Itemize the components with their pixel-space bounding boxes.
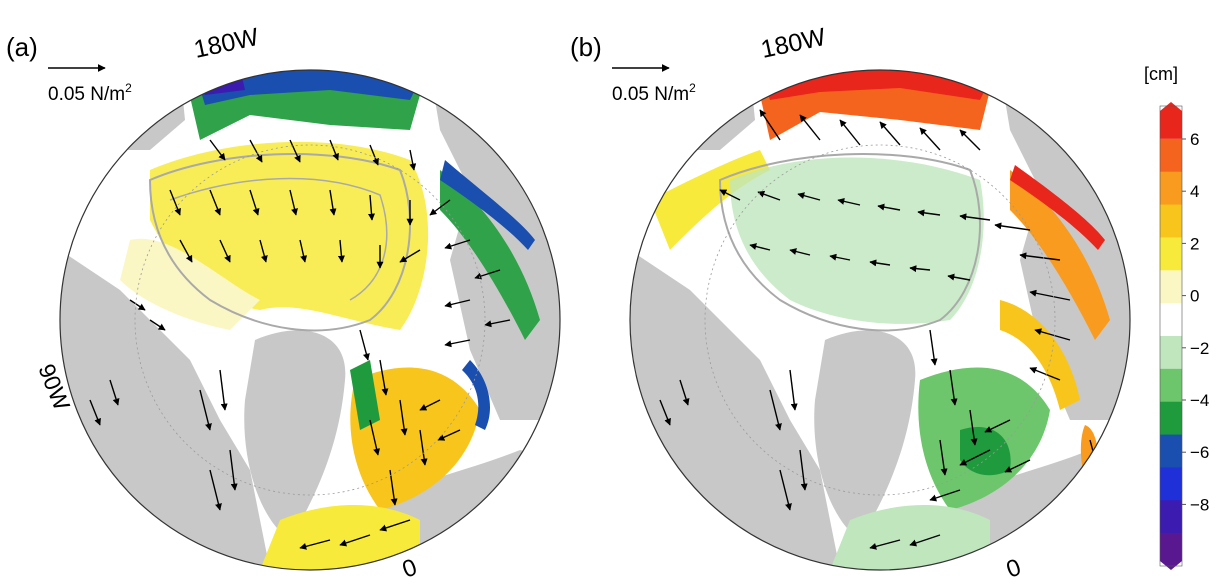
colorbar-tick-label: 6: [1190, 130, 1199, 149]
colorbar-segment: [1160, 467, 1182, 501]
lon-label-0-b: 0: [1003, 554, 1025, 584]
panel-a: (a) 0.05 N/m2 180W 90W 0: [6, 23, 561, 584]
colorbar-segment: [1160, 303, 1182, 337]
field-bottom-a: [260, 505, 420, 570]
colorbar-segments: [1159, 102, 1183, 570]
colorbar-tick-label: 4: [1190, 182, 1199, 201]
field-red-right-b: [1010, 165, 1105, 250]
land-greenland-b: [814, 330, 916, 540]
field-blue-right-a: [440, 160, 535, 250]
field-yellow-right-b: [1000, 300, 1080, 410]
field-orange-right-b: [1010, 170, 1110, 340]
colorbar-segment: [1160, 434, 1182, 468]
lon-label-0-a: 0: [399, 554, 421, 584]
colorbar-segment: [1160, 171, 1182, 206]
colorbar-tick-label: −4: [1190, 391, 1209, 410]
arrows-b: [659, 109, 1100, 550]
colorbar-segment: [1160, 500, 1182, 534]
colorbar-segment: [1160, 401, 1182, 436]
colorbar-ticks: 6 4 2 0 −2 −4 −6 −8: [1182, 130, 1209, 514]
colorbar-segment: [1160, 204, 1182, 238]
lon-label-180w-b: 180W: [758, 23, 828, 64]
colorbar-tick-label: 2: [1190, 234, 1199, 253]
lon-label-180w-a: 180W: [191, 23, 261, 64]
bathymetry-contour-a2: [169, 177, 388, 301]
colorbar-segment: [1160, 368, 1182, 403]
scale-label-a: 0.05 N/m2: [48, 81, 132, 105]
colorbar-segment: [1160, 237, 1182, 271]
land-greenland-a: [244, 330, 346, 540]
colorbar-segment: [1160, 270, 1182, 304]
colorbar-tick-label: −2: [1190, 339, 1209, 358]
bathymetry-contour-b: [718, 153, 981, 332]
field-lightgreen-b: [730, 157, 984, 324]
panel-b-map: [630, 70, 1130, 570]
colorbar: [cm] 6 4 2 0 −2 −4 −6 −8: [1144, 64, 1209, 570]
field-blue-east-a: [462, 360, 490, 430]
field-green-right-a: [440, 170, 540, 340]
colorbar-segment: [1160, 336, 1182, 370]
field-bottom-b: [830, 505, 990, 570]
colorbar-segment: [1160, 102, 1182, 139]
colorbar-segment: [1160, 138, 1182, 173]
field-yellow-left-b: [650, 150, 770, 250]
colorbar-tick-label: −8: [1190, 495, 1209, 514]
panel-b: (b) 0.05 N/m2 180W 0: [570, 23, 1131, 584]
scale-label-b: 0.05 N/m2: [612, 81, 696, 105]
colorbar-unit: [cm]: [1144, 64, 1178, 84]
arrows-a: [89, 139, 511, 550]
colorbar-tick-label: −6: [1190, 443, 1209, 462]
field-deepred-top-b: [760, 70, 990, 100]
field-atlantic-a: [350, 367, 480, 510]
colorbar-outline: [1159, 105, 1183, 567]
panel-label-a: (a): [6, 32, 38, 62]
colorbar-segment: [1160, 533, 1182, 570]
panel-label-b: (b): [570, 32, 602, 62]
field-green-east-a: [350, 360, 380, 430]
colorbar-tick-label: 0: [1190, 287, 1199, 306]
bathymetry-contour-a: [148, 153, 411, 332]
